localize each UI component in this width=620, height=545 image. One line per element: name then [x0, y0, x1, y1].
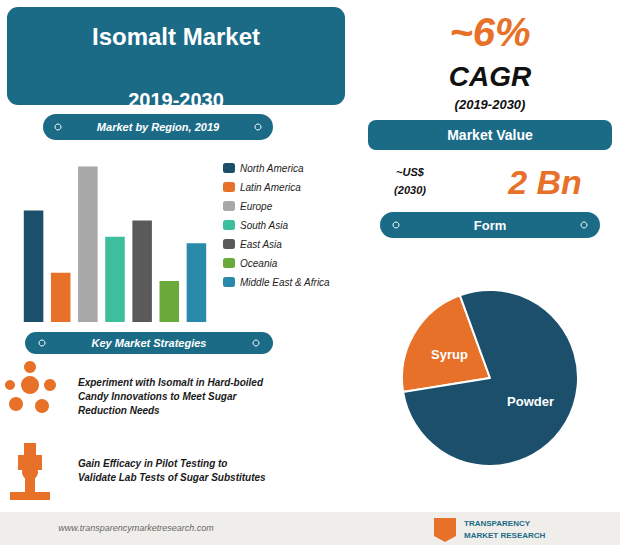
svg-text:South Asia: South Asia — [240, 220, 288, 231]
svg-text:North America: North America — [240, 163, 304, 174]
svg-text:(2019-2030): (2019-2030) — [455, 97, 526, 112]
svg-text:2 Bn: 2 Bn — [507, 163, 582, 201]
svg-text:CAGR: CAGR — [449, 61, 532, 92]
svg-text:MARKET RESEARCH: MARKET RESEARCH — [464, 531, 546, 540]
svg-text:Powder: Powder — [507, 394, 554, 409]
svg-text:Isomalt Market: Isomalt Market — [92, 23, 260, 50]
svg-text:Europe: Europe — [240, 201, 273, 212]
svg-text:TRANSPARENCY: TRANSPARENCY — [464, 519, 531, 528]
svg-text:Syrup: Syrup — [431, 347, 468, 362]
svg-text:(2030): (2030) — [394, 184, 426, 196]
svg-text:Validate Lab Tests of Sugar Su: Validate Lab Tests of Sugar Substitutes — [78, 472, 266, 483]
svg-text:Latin America: Latin America — [240, 182, 301, 193]
svg-text:Middle East & Africa: Middle East & Africa — [240, 277, 330, 288]
svg-text:Gain Efficacy in Pilot Testing: Gain Efficacy in Pilot Testing to — [78, 458, 227, 469]
svg-text:Candy Innovations to Meet Suga: Candy Innovations to Meet Sugar — [78, 391, 237, 402]
svg-text:Key Market Strategies: Key Market Strategies — [92, 337, 207, 349]
svg-text:2019-2030: 2019-2030 — [128, 89, 224, 111]
svg-text:Oceania: Oceania — [240, 258, 278, 269]
svg-text:Experiment with Isomalt in Har: Experiment with Isomalt in Hard-boiled — [78, 377, 264, 388]
svg-text:~US$: ~US$ — [396, 166, 425, 178]
svg-text:~6%: ~6% — [449, 10, 530, 54]
svg-text:East Asia: East Asia — [240, 239, 282, 250]
svg-text:Market Value: Market Value — [447, 127, 533, 143]
svg-text:Form: Form — [474, 218, 507, 233]
svg-text:www.transparencymarketresearch: www.transparencymarketresearch.com — [58, 523, 214, 533]
svg-text:Market by Region, 2019: Market by Region, 2019 — [97, 121, 220, 133]
svg-text:Reduction Needs: Reduction Needs — [78, 405, 160, 416]
